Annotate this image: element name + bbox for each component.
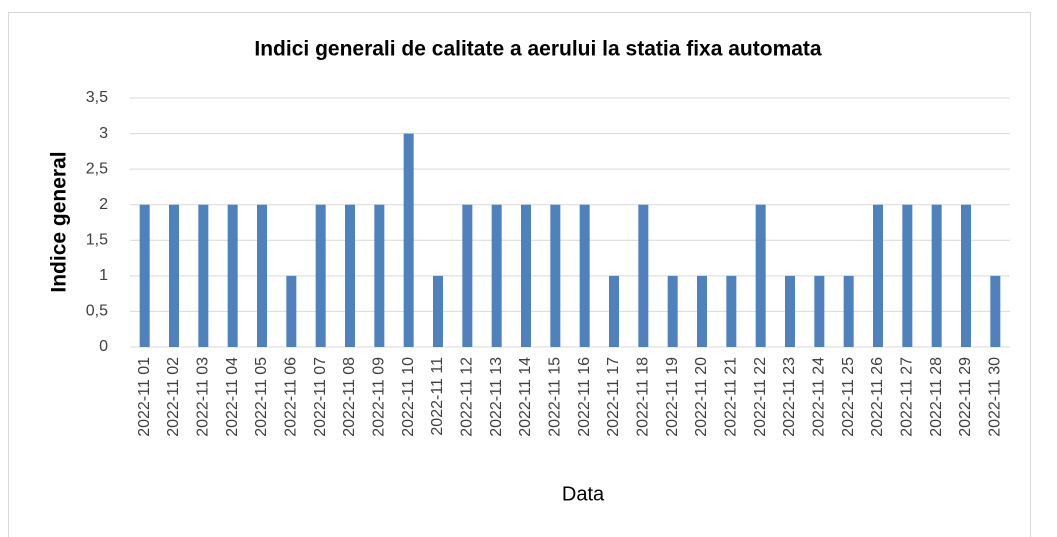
x-tick-label: 2022-11 03 bbox=[195, 357, 212, 437]
x-tick-label: 2022-11 15 bbox=[547, 357, 564, 437]
bar bbox=[726, 275, 737, 347]
y-tick-label: 0,5 bbox=[86, 303, 108, 320]
x-tick-label: 2022-11 19 bbox=[664, 357, 681, 437]
bar bbox=[286, 275, 297, 347]
bar bbox=[433, 275, 443, 347]
x-tick-label: 2022-11 27 bbox=[899, 357, 916, 437]
y-tick-label: 3,5 bbox=[86, 89, 108, 106]
x-tick-label: 2022-11 07 bbox=[312, 357, 329, 437]
x-tick-label: 2022-11 21 bbox=[723, 357, 740, 437]
y-tick-label: 2 bbox=[99, 196, 108, 213]
bar bbox=[667, 275, 678, 347]
x-tick-label: 2022-11 16 bbox=[576, 357, 593, 437]
bar bbox=[579, 204, 590, 347]
chart-title: Indici generali de calitate a aerului la… bbox=[254, 38, 822, 61]
bar bbox=[491, 204, 502, 347]
x-tick-label: 2022-11 29 bbox=[957, 357, 974, 437]
y-tick-label: 0 bbox=[99, 338, 108, 355]
bar bbox=[521, 204, 531, 347]
x-tick-label: 2022-11 25 bbox=[840, 357, 857, 437]
x-tick-label: 2022-11 17 bbox=[605, 357, 622, 437]
x-tick-label: 2022-11 24 bbox=[811, 357, 828, 437]
x-tick-label: 2022-11 09 bbox=[371, 357, 388, 437]
bar bbox=[990, 275, 1001, 347]
bar bbox=[609, 275, 619, 347]
y-tick-label: 2,5 bbox=[86, 160, 108, 177]
y-axis-label: Indice general bbox=[48, 151, 71, 292]
bar bbox=[227, 204, 238, 347]
x-tick-label: 2022-11 02 bbox=[165, 357, 182, 437]
bar bbox=[785, 275, 795, 347]
x-tick-label: 2022-11 20 bbox=[693, 357, 710, 437]
x-tick-label: 2022-11 12 bbox=[459, 357, 476, 437]
bar bbox=[169, 204, 179, 347]
bar bbox=[931, 204, 942, 347]
x-tick-label: 2022-11 22 bbox=[752, 357, 769, 437]
x-tick-label: 2022-11 08 bbox=[341, 357, 358, 437]
x-tick-label: 2022-11 13 bbox=[488, 357, 505, 437]
bar bbox=[814, 275, 825, 347]
x-tick-label: 2022-11 01 bbox=[136, 357, 153, 437]
x-tick-label: 2022-11 05 bbox=[253, 357, 270, 437]
x-tick-label: 2022-11 14 bbox=[517, 357, 534, 437]
bar bbox=[873, 204, 883, 347]
x-tick-label: 2022-11 06 bbox=[283, 357, 300, 437]
x-tick-label: 2022-11 10 bbox=[400, 357, 417, 437]
bar bbox=[843, 275, 854, 347]
x-tick-label: 2022-11 26 bbox=[869, 357, 886, 437]
bar bbox=[902, 204, 913, 347]
bar bbox=[462, 204, 473, 347]
y-tick-label: 1 bbox=[99, 267, 108, 284]
bar bbox=[697, 275, 707, 347]
bar bbox=[345, 204, 355, 347]
bar bbox=[403, 133, 414, 347]
y-tick-label: 1,5 bbox=[86, 232, 108, 249]
bar bbox=[315, 204, 326, 347]
bar bbox=[139, 204, 150, 347]
bar bbox=[374, 204, 385, 347]
bar bbox=[755, 204, 766, 347]
y-tick-label: 3 bbox=[99, 125, 108, 142]
x-tick-label: 2022-11 30 bbox=[987, 357, 1004, 437]
bar bbox=[638, 204, 649, 347]
x-tick-label: 2022-11 11 bbox=[429, 357, 446, 436]
bar bbox=[198, 204, 209, 347]
x-tick-label: 2022-11 04 bbox=[224, 357, 241, 437]
bar bbox=[550, 204, 561, 347]
bar bbox=[961, 204, 971, 347]
x-tick-label: 2022-11 23 bbox=[781, 357, 798, 437]
x-axis-label: Data bbox=[562, 483, 605, 505]
bar bbox=[257, 204, 267, 347]
x-tick-label: 2022-11 28 bbox=[928, 357, 945, 437]
x-tick-label: 2022-11 18 bbox=[635, 357, 652, 437]
